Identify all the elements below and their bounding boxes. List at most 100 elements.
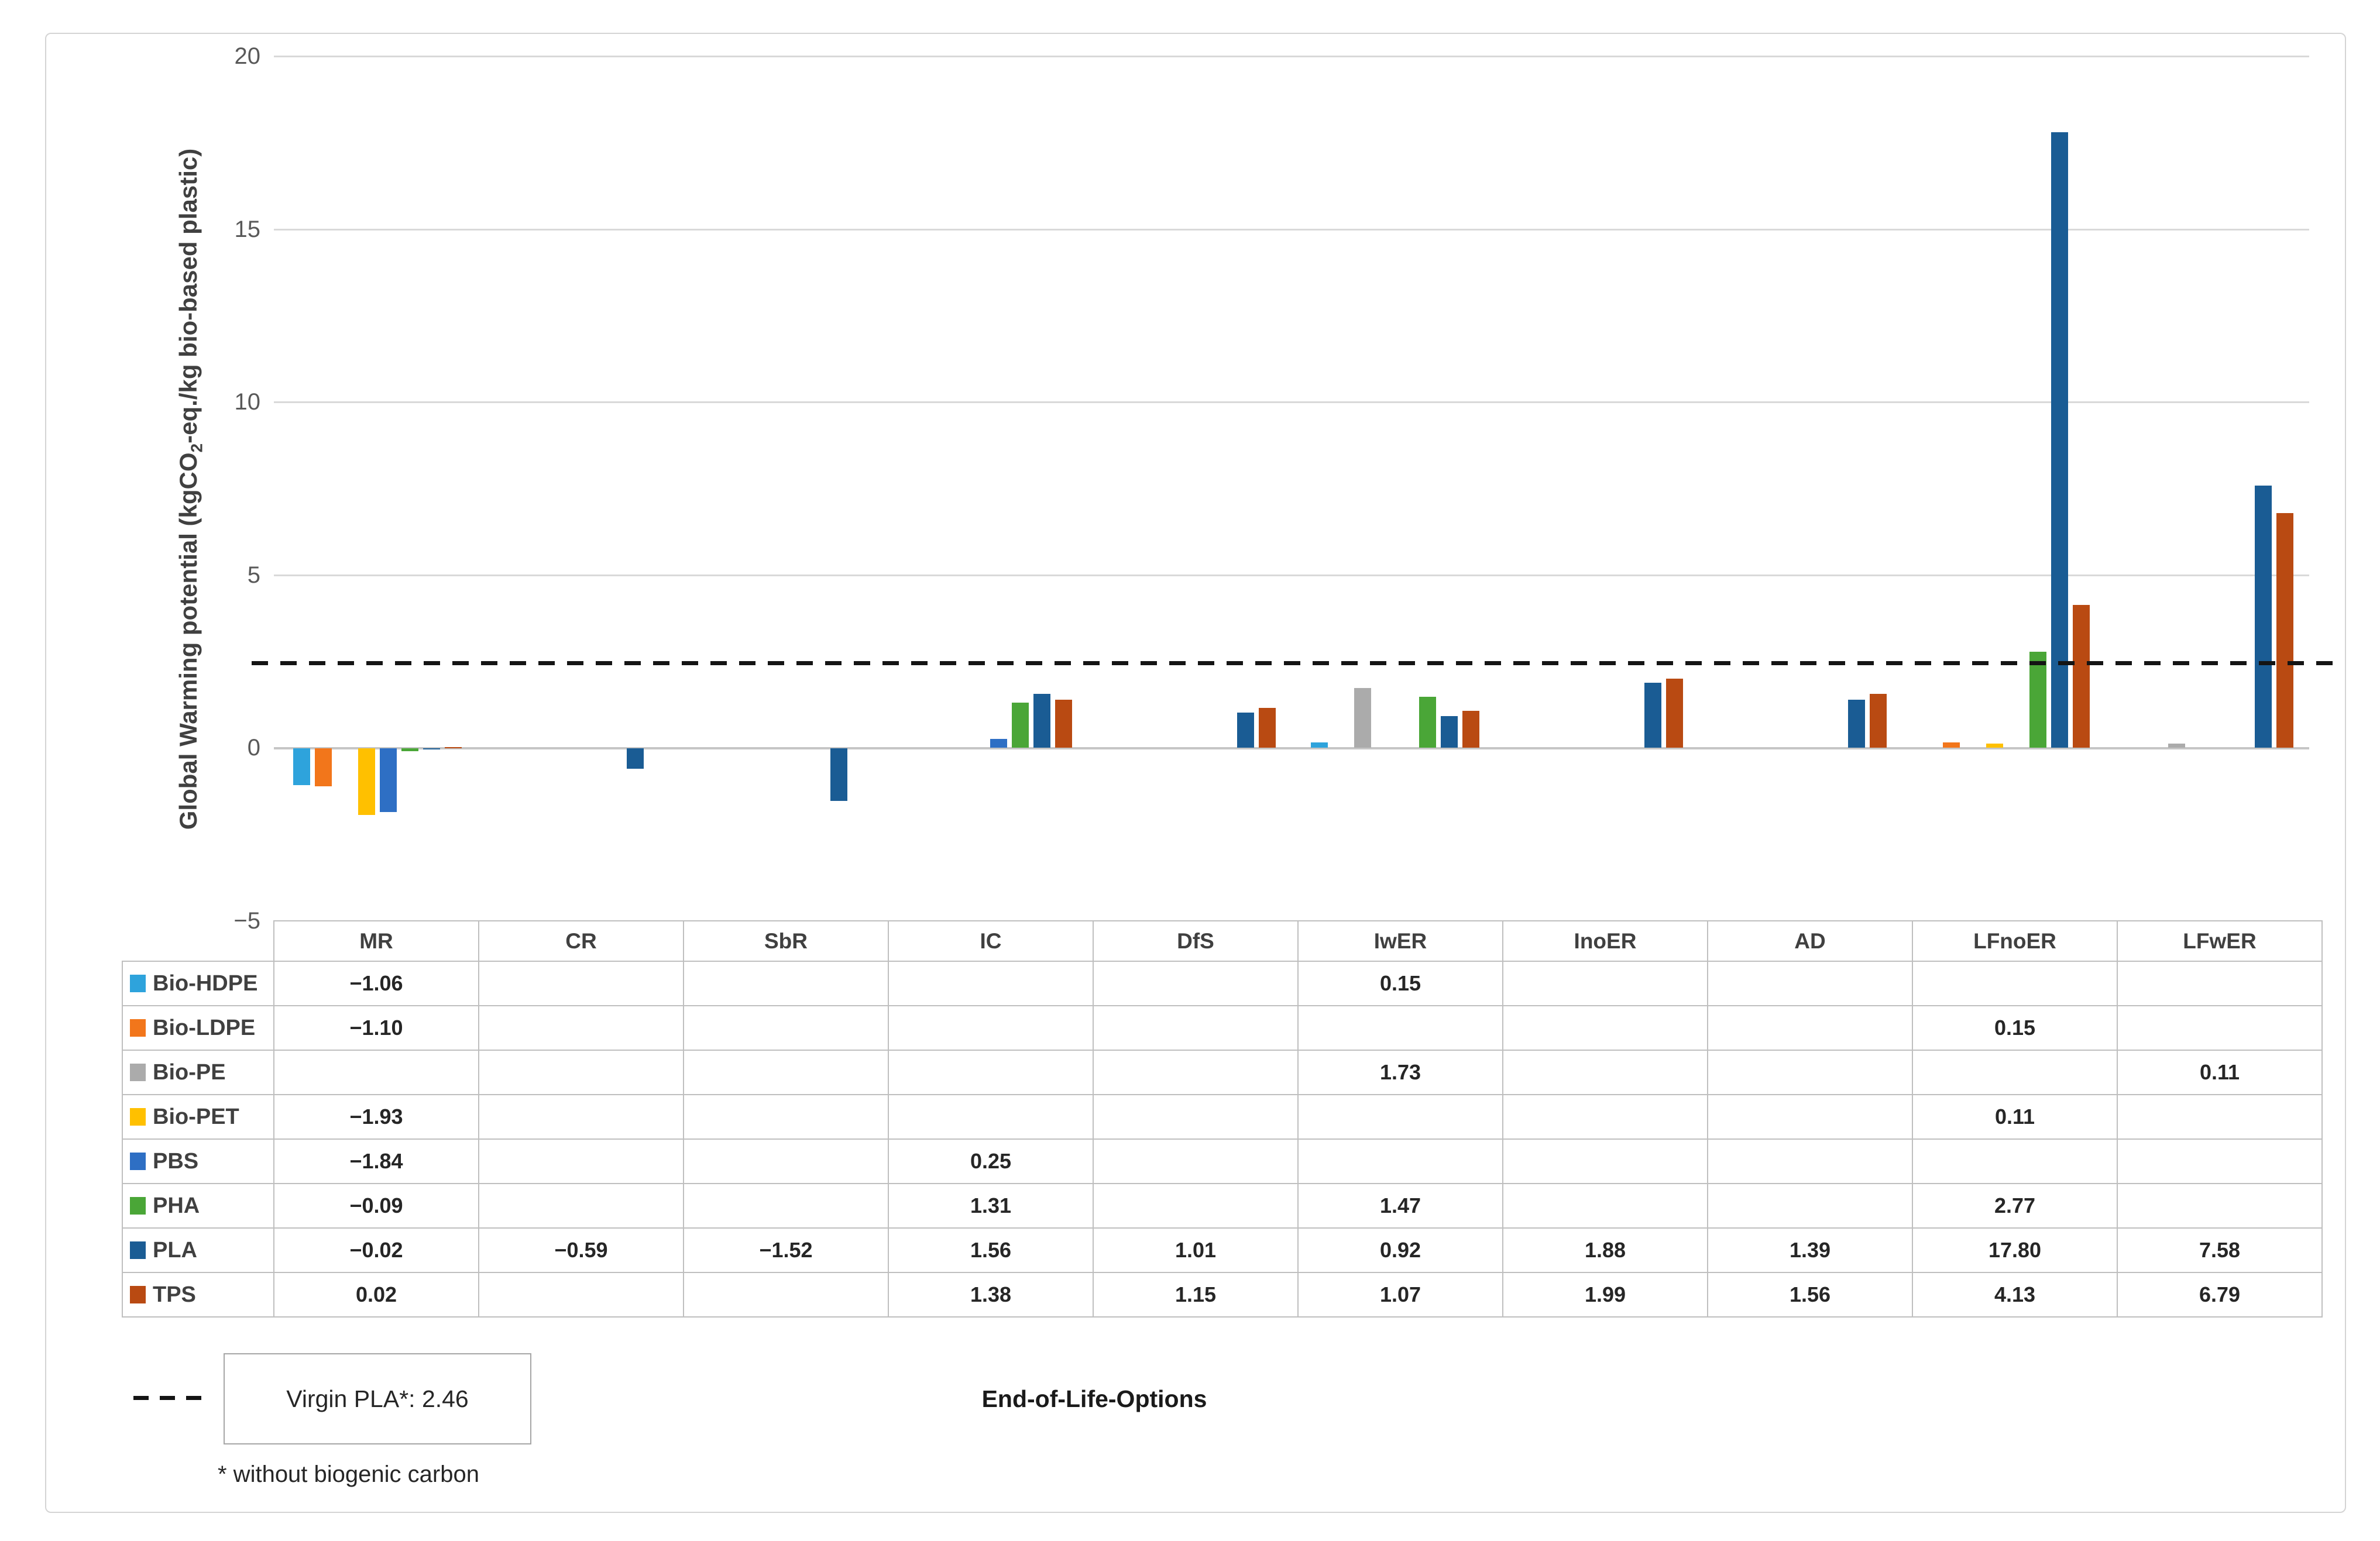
legend-label-PBS: PBS	[153, 1148, 199, 1174]
table-header-InoER: InoER	[1502, 920, 1708, 962]
legend-cell-PHA: PHA	[122, 1183, 274, 1229]
legend-label-TPS: TPS	[153, 1282, 196, 1307]
data-table: MR CR SbR IC DfS IwER InoER AD LFnoER LFwER Bio-HD…	[122, 920, 2323, 1318]
legend-label-PHA: PHA	[153, 1193, 200, 1218]
table-header-DfS: DfS	[1093, 920, 1299, 962]
table-cell-Bio-PET-IC	[888, 1094, 1094, 1140]
bar-PLA-IwER	[1441, 716, 1458, 748]
table-cell-Bio-PE-AD	[1707, 1050, 1913, 1095]
table-cell-PHA-DfS	[1093, 1183, 1299, 1229]
legend-swatch-Bio-PET	[130, 1107, 146, 1126]
table-cell-Bio-PET-IwER	[1297, 1094, 1503, 1140]
table-cell-TPS-MR: 0.02	[273, 1272, 479, 1318]
table-cell-PBS-DfS	[1093, 1138, 1299, 1184]
virgin-pla-reference-label: Virgin PLA*: 2.46	[286, 1385, 469, 1412]
table-row-Bio-LDPE: Bio-LDPE −1.10 0.15	[122, 1005, 2323, 1051]
table-cell-Bio-LDPE-SbR	[683, 1005, 889, 1051]
legend-swatch-PBS	[130, 1152, 146, 1170]
table-cell-PLA-InoER: 1.88	[1502, 1227, 1708, 1273]
y-tick-label-15: 15	[234, 216, 261, 242]
virgin-pla-reference-box: Virgin PLA*: 2.46	[224, 1353, 531, 1444]
table-cell-Bio-HDPE-DfS	[1093, 961, 1299, 1006]
table-cell-PBS-IC: 0.25	[888, 1138, 1094, 1184]
table-cell-Bio-PET-InoER	[1502, 1094, 1708, 1140]
table-cell-Bio-LDPE-MR: −1.10	[273, 1005, 479, 1051]
table-row-PLA: PLA −0.02 −0.59 −1.52 1.56 1.01 0.92 1.88 1.39 17…	[122, 1227, 2323, 1273]
bar-PLA-AD	[1848, 700, 1865, 748]
table-cell-PHA-IC: 1.31	[888, 1183, 1094, 1229]
table-cell-TPS-CR	[478, 1272, 684, 1318]
table-cell-Bio-HDPE-InoER	[1502, 961, 1708, 1006]
bar-PLA-InoER	[1644, 683, 1661, 748]
table-cell-Bio-HDPE-MR: −1.06	[273, 961, 479, 1006]
bar-PHA-MR	[401, 748, 418, 751]
table-cell-PLA-LFnoER: 17.80	[1912, 1227, 2118, 1273]
bar-Bio-PE-IwER	[1354, 688, 1371, 748]
table-cell-PHA-MR: −0.09	[273, 1183, 479, 1229]
table-cell-PLA-IwER: 0.92	[1297, 1227, 1503, 1273]
bar-Bio-HDPE-IwER	[1311, 742, 1328, 748]
table-cell-PLA-IC: 1.56	[888, 1227, 1094, 1273]
bar-PLA-LFnoER	[2051, 132, 2068, 748]
table-header-IwER: IwER	[1297, 920, 1503, 962]
table-cell-PLA-SbR: −1.52	[683, 1227, 889, 1273]
legend-swatch-Bio-HDPE	[130, 974, 146, 992]
bar-TPS-MR	[445, 747, 462, 748]
bar-PBS-IC	[990, 739, 1007, 748]
table-cell-Bio-PE-SbR	[683, 1050, 889, 1095]
table-row-Bio-PET: Bio-PET −1.93 0.11	[122, 1094, 2323, 1140]
gridline-y-20	[274, 56, 2309, 57]
table-cell-PHA-InoER	[1502, 1183, 1708, 1229]
figure-border	[45, 33, 2346, 1513]
bar-TPS-DfS	[1259, 708, 1276, 748]
table-cell-TPS-IC: 1.38	[888, 1272, 1094, 1318]
table-cell-TPS-SbR	[683, 1272, 889, 1318]
table-row-TPS: TPS 0.02 1.38 1.15 1.07 1.99 1.56 4.13 6.79	[122, 1272, 2323, 1318]
bar-PHA-IC	[1012, 703, 1029, 748]
table-header-LFwER: LFwER	[2117, 920, 2323, 962]
table-cell-PHA-LFnoER: 2.77	[1912, 1183, 2118, 1229]
table-cell-PBS-MR: −1.84	[273, 1138, 479, 1184]
table-corner-blank	[122, 921, 274, 961]
legend-label-PLA: PLA	[153, 1237, 197, 1263]
y-tick-label--5: −5	[233, 908, 260, 934]
bar-PLA-MR	[423, 748, 440, 749]
table-cell-Bio-PET-LFnoER: 0.11	[1912, 1094, 2118, 1140]
table-cell-Bio-PET-AD	[1707, 1094, 1913, 1140]
table-cell-Bio-LDPE-IwER	[1297, 1005, 1503, 1051]
legend-cell-Bio-HDPE: Bio-HDPE	[122, 961, 274, 1006]
y-axis-title: Global Warming potential (kgCO2-eq./kg b…	[174, 148, 206, 830]
table-cell-PBS-InoER	[1502, 1138, 1708, 1184]
table-cell-Bio-PET-DfS	[1093, 1094, 1299, 1140]
table-cell-Bio-PE-IwER: 1.73	[1297, 1050, 1503, 1095]
table-cell-PBS-IwER	[1297, 1138, 1503, 1184]
y-tick-label-0: 0	[247, 735, 260, 761]
legend-cell-PBS: PBS	[122, 1138, 274, 1184]
table-cell-Bio-PE-InoER	[1502, 1050, 1708, 1095]
gridline-y-5	[274, 575, 2309, 576]
table-cell-PLA-CR: −0.59	[478, 1227, 684, 1273]
table-row-PHA: PHA −0.09 1.31 1.47 2.77	[122, 1183, 2323, 1229]
table-header-LFnoER: LFnoER	[1912, 920, 2118, 962]
legend-swatch-Bio-LDPE	[130, 1019, 146, 1037]
table-cell-Bio-PE-CR	[478, 1050, 684, 1095]
table-row-Bio-PE: Bio-PE 1.73 0.11	[122, 1050, 2323, 1095]
table-header-SbR: SbR	[683, 920, 889, 962]
bar-Bio-HDPE-MR	[293, 748, 310, 785]
bar-PLA-DfS	[1237, 713, 1254, 748]
table-cell-TPS-DfS: 1.15	[1093, 1272, 1299, 1318]
table-cell-TPS-AD: 1.56	[1707, 1272, 1913, 1318]
bar-TPS-AD	[1870, 694, 1887, 748]
table-cell-Bio-HDPE-IwER: 0.15	[1297, 961, 1503, 1006]
table-cell-PHA-LFwER	[2117, 1183, 2323, 1229]
table-header-CR: CR	[478, 920, 684, 962]
table-cell-PBS-LFwER	[2117, 1138, 2323, 1184]
table-row-Bio-HDPE: Bio-HDPE −1.06 0.15	[122, 961, 2323, 1006]
table-cell-TPS-IwER: 1.07	[1297, 1272, 1503, 1318]
legend-cell-PLA: PLA	[122, 1227, 274, 1273]
table-cell-Bio-HDPE-LFwER	[2117, 961, 2323, 1006]
bar-TPS-IC	[1055, 700, 1072, 748]
table-cell-Bio-PET-CR	[478, 1094, 684, 1140]
table-cell-Bio-LDPE-DfS	[1093, 1005, 1299, 1051]
